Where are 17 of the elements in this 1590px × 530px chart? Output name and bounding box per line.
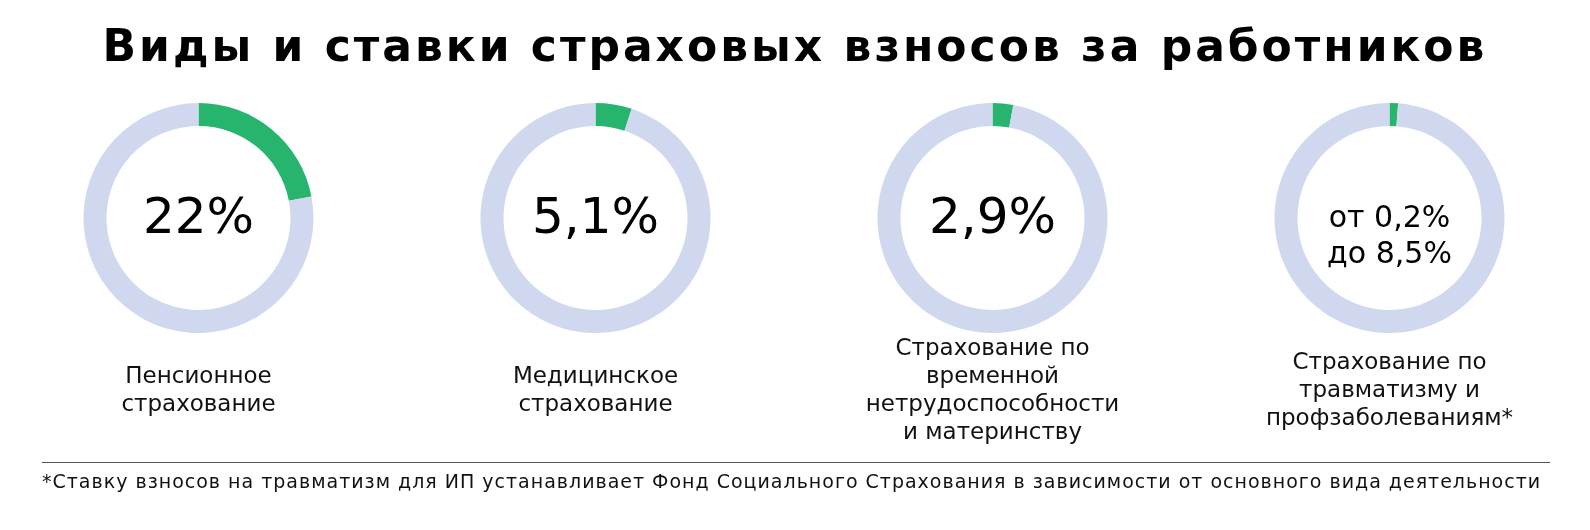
text: Виды и ставки страховых взносов за работников xyxy=(101,18,1489,73)
text: Пенсионное страхование xyxy=(121,362,276,416)
data-label: 5,1% xyxy=(531,187,660,245)
donut-slice xyxy=(83,103,314,333)
donut-slice xyxy=(480,103,711,333)
donut-slice xyxy=(1274,103,1505,333)
donut-slice xyxy=(992,103,1014,128)
donut-slice xyxy=(595,103,632,131)
donut-slice xyxy=(877,103,1108,333)
text: от 0,2% до 8,5% xyxy=(1327,199,1452,270)
data-label: 22% xyxy=(142,187,255,245)
text: Страхование по травматизму и профзаболеваниям* xyxy=(1265,348,1514,430)
text: *Ставку взносов на травматизм для ИП устанавливает Фонд Социального Страхования в зависимости от основного вида деятельности xyxy=(42,462,1550,494)
text: Страхование по временной нетрудоспособности и материнству xyxy=(865,334,1120,444)
donut-slice xyxy=(1389,103,1399,127)
text: Медицинское страхование xyxy=(512,362,679,416)
data-label: 2,9% xyxy=(928,187,1057,245)
